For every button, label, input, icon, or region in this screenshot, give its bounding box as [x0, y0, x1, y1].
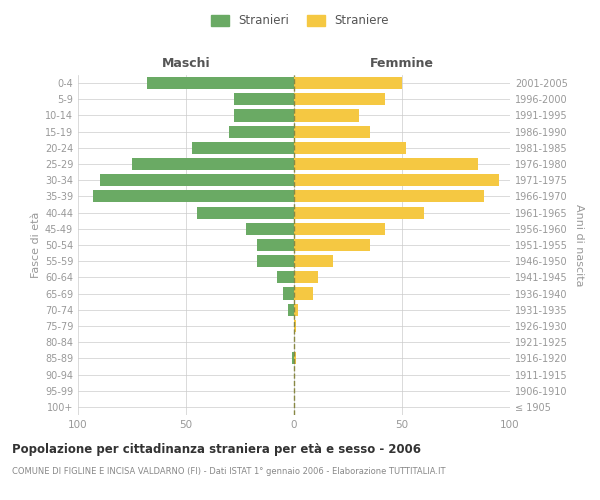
Bar — [294, 255, 333, 268]
Bar — [294, 158, 478, 170]
Y-axis label: Fasce di età: Fasce di età — [31, 212, 41, 278]
Bar — [294, 126, 370, 138]
Bar — [294, 288, 313, 300]
Bar — [294, 239, 370, 251]
Y-axis label: Anni di nascita: Anni di nascita — [574, 204, 584, 286]
Bar — [294, 320, 296, 332]
Bar — [93, 190, 294, 202]
Text: COMUNE DI FIGLINE E INCISA VALDARNO (FI) - Dati ISTAT 1° gennaio 2006 - Elaboraz: COMUNE DI FIGLINE E INCISA VALDARNO (FI)… — [12, 468, 445, 476]
Bar — [100, 174, 294, 186]
Bar — [294, 142, 406, 154]
Bar — [294, 352, 296, 364]
Bar — [292, 352, 294, 364]
Legend: Stranieri, Straniere: Stranieri, Straniere — [208, 11, 392, 31]
Bar — [294, 174, 499, 186]
Bar — [193, 142, 294, 154]
Bar — [247, 222, 294, 235]
Bar — [277, 272, 294, 283]
Bar — [257, 239, 294, 251]
Bar — [294, 77, 402, 89]
Bar — [233, 93, 294, 106]
Bar — [294, 304, 298, 316]
Bar — [294, 206, 424, 218]
Bar — [283, 288, 294, 300]
Text: Popolazione per cittadinanza straniera per età e sesso - 2006: Popolazione per cittadinanza straniera p… — [12, 442, 421, 456]
Bar — [147, 77, 294, 89]
Text: Femmine: Femmine — [370, 57, 434, 70]
Bar — [229, 126, 294, 138]
Bar — [257, 255, 294, 268]
Bar — [294, 110, 359, 122]
Bar — [197, 206, 294, 218]
Bar — [294, 272, 318, 283]
Text: Maschi: Maschi — [161, 57, 211, 70]
Bar — [287, 304, 294, 316]
Bar — [132, 158, 294, 170]
Bar — [294, 222, 385, 235]
Bar — [294, 190, 484, 202]
Bar — [233, 110, 294, 122]
Bar — [294, 93, 385, 106]
